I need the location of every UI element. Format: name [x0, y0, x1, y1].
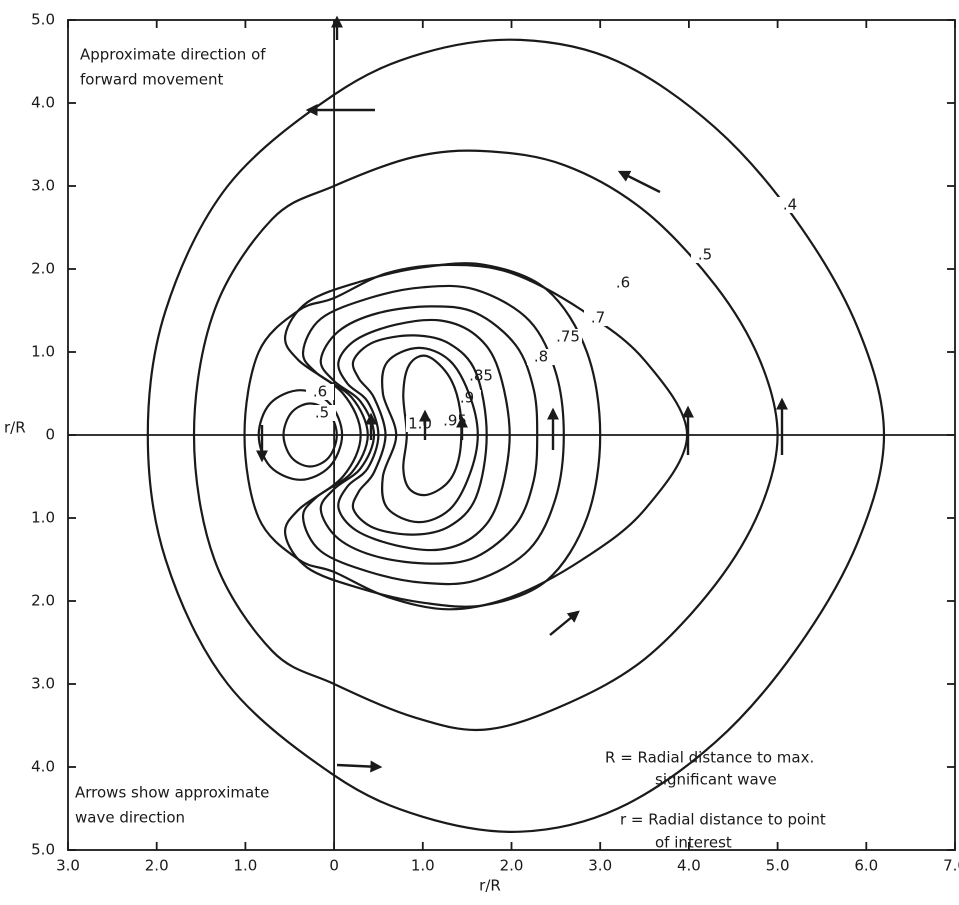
contour-line [337, 318, 511, 552]
contour-label-bg [584, 310, 612, 326]
contour-label: .85 [469, 367, 493, 385]
y-tick-label: 4.0 [31, 758, 55, 776]
annotation: wave direction [75, 809, 185, 827]
x-tick-label: 6.0 [854, 857, 878, 875]
arrow [617, 170, 661, 194]
x-tick-label: 3.0 [588, 857, 612, 875]
y-tick-label: 5.0 [31, 841, 55, 859]
contour-line [301, 284, 565, 586]
x-tick-label: 1.0 [411, 857, 435, 875]
annotation: R = Radial distance to max. [605, 749, 814, 767]
y-tick-label: 4.0 [31, 94, 55, 112]
y-tick-label: 1.0 [31, 343, 55, 361]
y-tick-label: 1.0 [31, 509, 55, 527]
annotation: r = Radial distance to point [620, 811, 826, 829]
wave-arrows [256, 15, 788, 773]
arrow [336, 760, 383, 773]
contour-label-bg [453, 390, 481, 406]
contour-label: .6 [616, 274, 630, 292]
y-tick-label: 3.0 [31, 177, 55, 195]
annotation: significant wave [655, 771, 777, 789]
annotation: of interest [655, 834, 732, 852]
arrow [549, 610, 580, 636]
x-tick-label: 4.0 [677, 857, 701, 875]
contour-label-bg [467, 368, 495, 384]
x-tick-label: 7.0 [943, 857, 959, 875]
contour-label: .8 [534, 348, 548, 366]
y-axis-label: r/R [4, 419, 26, 437]
contour-label: .5 [315, 404, 329, 422]
x-axis-label: r/R [479, 877, 501, 895]
x-tick-label: 1.0 [233, 857, 257, 875]
contour-label-bg [776, 197, 804, 213]
contour-line [146, 38, 886, 833]
x-tick-label: 0 [329, 857, 339, 875]
contour-line [351, 334, 488, 536]
contour-label-bg [609, 275, 637, 291]
y-tick-label: 3.0 [31, 675, 55, 693]
contour-line [380, 346, 479, 524]
x-tick-label: 2.0 [500, 857, 524, 875]
annotation: Arrows show approximate [75, 784, 269, 802]
contour-label: 1.0 [408, 415, 432, 433]
contour-label-bg [554, 329, 582, 345]
y-tick-label: 2.0 [31, 592, 55, 610]
contour-label-bg [527, 349, 555, 365]
contour-label: .4 [783, 196, 797, 214]
contour-line [282, 402, 338, 468]
contour-line [283, 262, 602, 608]
contour-line [243, 263, 689, 611]
contour-line [257, 389, 344, 481]
contour-label: .7 [591, 309, 605, 327]
contour-line [192, 149, 779, 732]
y-tick-label: 2.0 [31, 260, 55, 278]
contour-label-bg [691, 247, 719, 263]
x-tick-label: 3.0 [56, 857, 80, 875]
y-tick-label: 5.0 [31, 11, 55, 29]
annotation: Approximate direction of [80, 46, 266, 64]
contour-label: .5 [698, 246, 712, 264]
contour-label-bg [308, 405, 336, 421]
contour-label-bg [306, 384, 334, 400]
contour-label: .6 [313, 383, 327, 401]
contour-line [319, 305, 539, 565]
x-tick-label: 5.0 [766, 857, 790, 875]
y-tick-label: 0 [45, 426, 55, 444]
annotation: forward movement [80, 71, 224, 89]
x-tick-label: 2.0 [145, 857, 169, 875]
contour-label: .9 [460, 389, 474, 407]
contour-label: .75 [556, 328, 580, 346]
contour-label: .95 [443, 412, 467, 430]
